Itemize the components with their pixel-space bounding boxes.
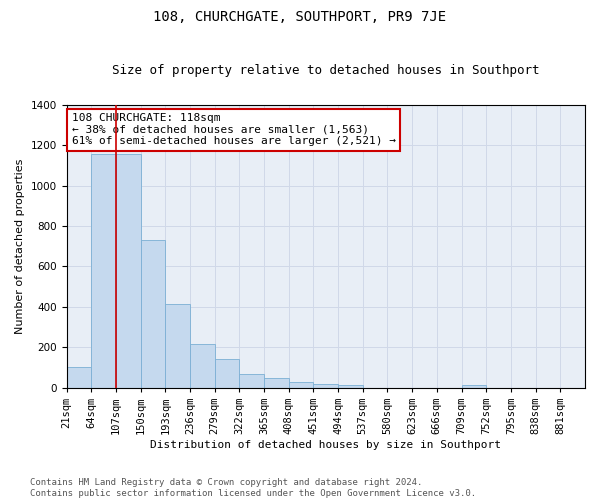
Text: Contains HM Land Registry data © Crown copyright and database right 2024.
Contai: Contains HM Land Registry data © Crown c… bbox=[30, 478, 476, 498]
Text: 108 CHURCHGATE: 118sqm
← 38% of detached houses are smaller (1,563)
61% of semi-: 108 CHURCHGATE: 118sqm ← 38% of detached… bbox=[72, 113, 396, 146]
Bar bbox=[67, 366, 91, 388]
Bar bbox=[264, 378, 289, 388]
Text: 108, CHURCHGATE, SOUTHPORT, PR9 7JE: 108, CHURCHGATE, SOUTHPORT, PR9 7JE bbox=[154, 10, 446, 24]
Bar bbox=[215, 358, 239, 388]
Bar bbox=[338, 385, 363, 388]
Bar bbox=[461, 385, 486, 388]
Bar bbox=[165, 304, 190, 388]
Bar bbox=[91, 154, 116, 388]
Bar bbox=[239, 374, 264, 388]
Bar bbox=[289, 382, 313, 388]
X-axis label: Distribution of detached houses by size in Southport: Distribution of detached houses by size … bbox=[150, 440, 501, 450]
Bar bbox=[313, 384, 338, 388]
Bar bbox=[116, 154, 140, 388]
Bar bbox=[190, 344, 215, 388]
Y-axis label: Number of detached properties: Number of detached properties bbox=[15, 158, 25, 334]
Bar bbox=[140, 240, 165, 388]
Title: Size of property relative to detached houses in Southport: Size of property relative to detached ho… bbox=[112, 64, 539, 77]
